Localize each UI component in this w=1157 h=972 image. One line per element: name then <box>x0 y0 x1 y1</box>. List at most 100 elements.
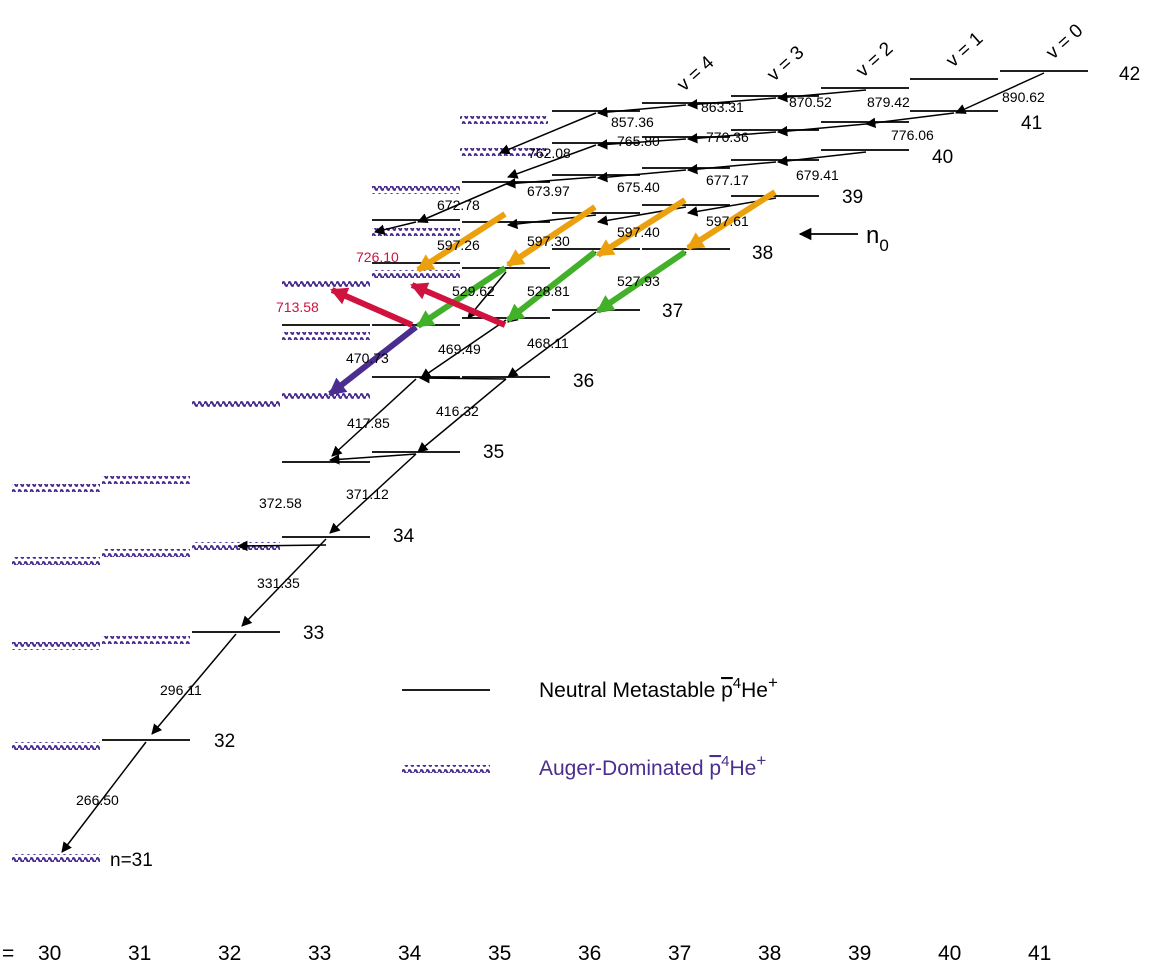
wavelength-label: 597.61 <box>706 213 749 229</box>
transition-arrows <box>61 72 1045 853</box>
legend-metastable-label: Neutral Metastable p4He+ <box>539 673 778 702</box>
auger-level <box>192 401 280 409</box>
radiative-transition-arrow <box>504 176 597 189</box>
wavelength-label: 371.12 <box>346 486 389 502</box>
l-axis-value: 33 <box>308 942 331 965</box>
l-axis-value: 35 <box>488 942 511 965</box>
radiative-transition-arrow <box>418 372 507 384</box>
auger-level <box>12 642 100 650</box>
wavelength-label: 870.52 <box>789 94 832 110</box>
red-wavelength-label: 713.58 <box>276 299 319 315</box>
v-label-0: v = 0 <box>1042 20 1087 64</box>
l-axis-value: 32 <box>218 942 241 965</box>
wavelength-label: 331.35 <box>257 575 300 591</box>
radiative-transition-arrow <box>776 89 867 103</box>
red-transition-arrow-head <box>410 282 430 300</box>
auger-level <box>12 742 100 750</box>
l-axis-value: 30 <box>38 942 61 965</box>
wavelength-label: 527.93 <box>617 273 660 289</box>
wavelength-label: 528.81 <box>527 283 570 299</box>
wavelength-label: 890.62 <box>1002 89 1045 105</box>
radiative-transition-arrow <box>776 123 867 137</box>
orange-transition-arrow-head <box>596 239 616 257</box>
auger-level <box>102 476 190 484</box>
wavelength-label: 470.73 <box>346 350 389 366</box>
wavelength-labels-v2: 468.11 527.93 597.40 675.40 770.36 870.5… <box>527 94 832 351</box>
purple-transition-arrow <box>328 324 418 397</box>
auger-level <box>372 186 460 194</box>
radiative-transition-arrow <box>596 104 687 118</box>
wavelength-label: 679.41 <box>796 167 839 183</box>
l-axis-values: 30 31 32 33 34 35 36 37 38 39 40 41 <box>38 942 1051 965</box>
wavelength-label: 468.11 <box>527 335 569 351</box>
auger-level <box>12 557 100 565</box>
wavelength-labels-v1: 597.61 677.17 776.06 879.42 <box>706 94 934 229</box>
radiative-transition-arrow <box>596 169 687 183</box>
l-axis-value: 31 <box>128 942 151 965</box>
v-label-4: v = 4 <box>673 52 718 96</box>
n0-label: n0 <box>866 222 889 255</box>
orange-transition-arrow <box>416 211 507 273</box>
orange-transition-arrow-head <box>416 254 436 272</box>
radiative-transition-arrow <box>417 378 507 453</box>
radiative-transition-arrow <box>236 540 327 552</box>
wavelength-label: 372.58 <box>259 495 302 511</box>
auger-level <box>282 391 370 399</box>
l-axis-value: 38 <box>758 942 781 965</box>
radiative-transition-arrow <box>776 151 867 167</box>
wavelength-label: 469.49 <box>438 341 481 357</box>
radiative-transition-arrow <box>331 378 417 457</box>
green-transition-arrow-head <box>506 303 526 322</box>
wavelength-label: 597.30 <box>527 233 570 249</box>
radiative-transition-arrow <box>686 131 777 144</box>
legend-auger-swatch <box>402 765 490 773</box>
l-axis-value: 34 <box>398 942 422 965</box>
wavelength-label: 672.78 <box>437 197 480 213</box>
wavelength-label: 266.50 <box>76 792 119 808</box>
n-label-36: 36 <box>573 371 594 392</box>
radiative-transition-arrow <box>61 741 147 853</box>
l-axis-value: 41 <box>1028 942 1051 965</box>
wavelength-label: 765.80 <box>617 133 660 149</box>
green-transition-arrow <box>506 249 597 323</box>
wavelength-label: 863.31 <box>701 99 744 115</box>
n-label-41: 41 <box>1021 113 1042 134</box>
auger-level <box>12 484 100 492</box>
radiative-transition-arrow <box>955 72 1045 114</box>
auger-level <box>372 228 460 236</box>
wavelength-label: 416.32 <box>436 403 479 419</box>
auger-level <box>372 270 460 278</box>
green-transition-arrow <box>416 265 507 329</box>
l-axis-value: 36 <box>578 942 601 965</box>
wavelength-labels-v0: 679.41 890.62 <box>796 89 1045 183</box>
radiative-transition-arrow <box>499 112 597 155</box>
legend-auger-label: Auger-Dominated p4He+ <box>539 751 766 780</box>
n-label-32: 32 <box>214 731 235 752</box>
n-label-42: 42 <box>1119 64 1140 85</box>
wavelength-labels-v3: 371.12 416.32 469.49 528.81 597.30 673.9… <box>346 99 744 502</box>
wavelength-label: 529.62 <box>452 283 495 299</box>
auger-level <box>282 280 370 288</box>
wavelength-label: 675.40 <box>617 179 660 195</box>
l-axis-value: 37 <box>668 942 691 965</box>
orange-transition-arrow <box>686 189 777 251</box>
radiative-transition-arrow <box>328 453 417 465</box>
wavelength-label: 770.36 <box>706 129 749 145</box>
orange-transition-arrow <box>596 197 687 258</box>
auger-level <box>12 854 100 862</box>
wavelength-label: 673.97 <box>527 183 570 199</box>
wavelength-label: 417.85 <box>347 415 390 431</box>
radiative-transition-arrow <box>329 453 417 534</box>
wavelength-label: 776.06 <box>891 127 934 143</box>
radiative-transition-arrow <box>864 112 955 129</box>
radiative-transition-arrow <box>507 144 597 179</box>
auger-level <box>192 542 280 550</box>
n-label-39: 39 <box>842 187 863 208</box>
radiative-transition-arrow <box>686 97 777 110</box>
green-transition-arrow-head <box>416 310 436 328</box>
orange-transition-arrow-head <box>686 232 706 250</box>
radiative-transition-arrow <box>417 183 507 224</box>
radiative-transition-arrow <box>686 161 777 175</box>
n-label-33: 33 <box>303 623 324 644</box>
